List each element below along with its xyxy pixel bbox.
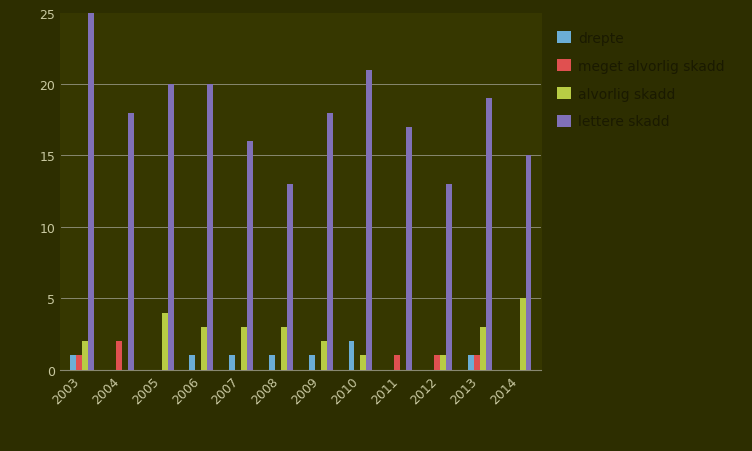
Bar [468,355,474,370]
Bar [474,355,480,370]
Bar [190,355,196,370]
Bar [440,355,446,370]
Bar [88,14,94,370]
Bar [360,355,366,370]
Bar [446,184,452,370]
Legend: drepte, meget alvorlig skadd, alvorlig skadd, lettere skadd: drepte, meget alvorlig skadd, alvorlig s… [553,28,729,133]
Bar [208,85,214,370]
Bar [82,341,88,370]
Bar [526,156,532,370]
Bar [406,128,412,370]
Bar [287,184,293,370]
Bar [309,355,315,370]
Bar [480,327,486,370]
Bar [168,85,174,370]
Bar [520,299,526,370]
Bar [434,355,440,370]
Bar [366,70,372,370]
Bar [116,341,122,370]
Bar [202,327,208,370]
Bar [241,327,247,370]
Bar [229,355,235,370]
Bar [281,327,287,370]
Bar [486,99,492,370]
Bar [70,355,76,370]
Bar [247,142,253,370]
Bar [128,113,134,370]
Bar [162,313,168,370]
Bar [76,355,82,370]
Bar [320,341,326,370]
Bar [348,341,354,370]
Bar [326,113,332,370]
Bar [394,355,400,370]
Bar [269,355,275,370]
